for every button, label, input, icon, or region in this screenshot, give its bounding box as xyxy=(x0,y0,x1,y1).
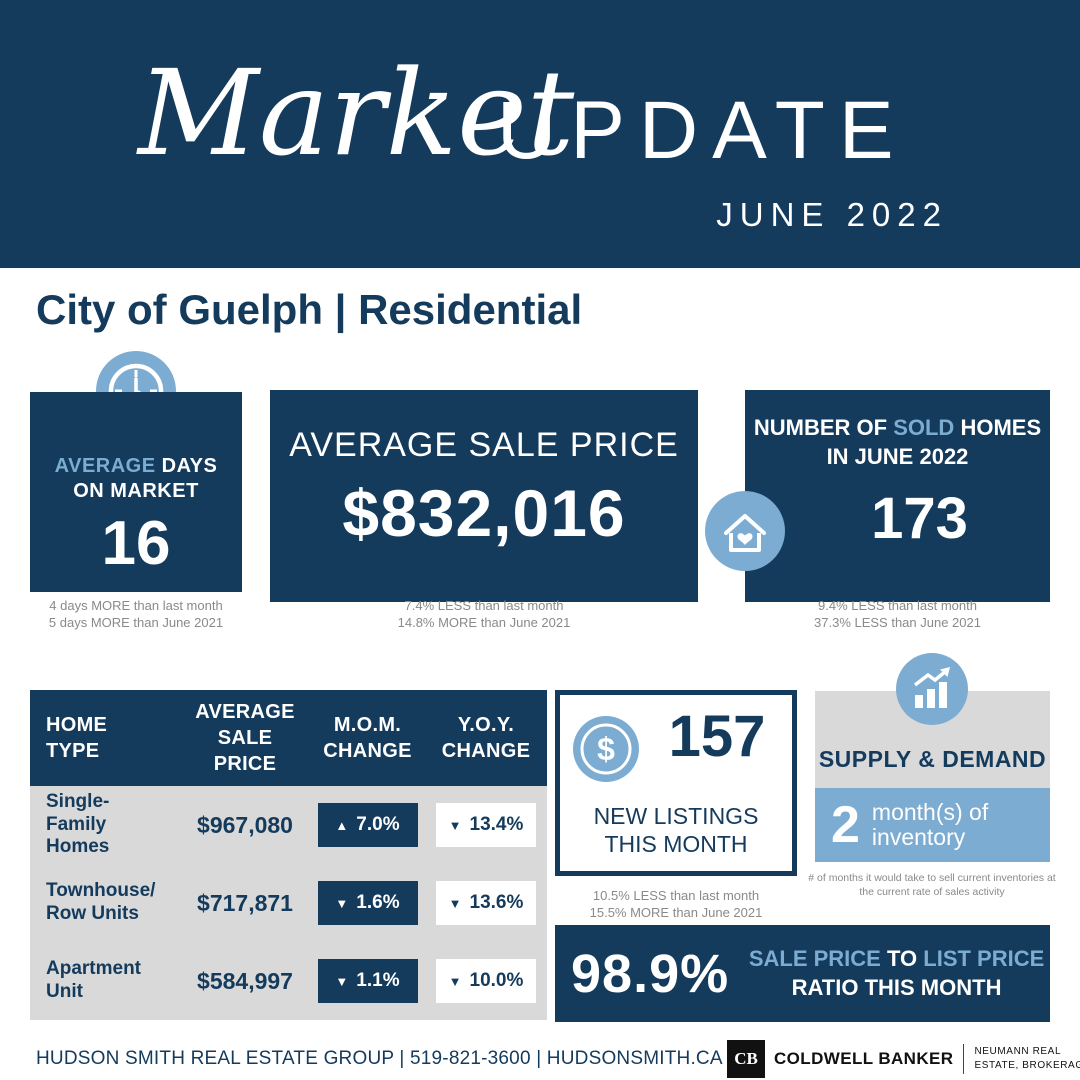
price-cell: $717,871 xyxy=(197,889,293,916)
stat-days-value: 16 xyxy=(101,509,171,578)
table-row: Apartment Unit $584,997 ▼ 1.1% ▼ 10.0% xyxy=(30,942,547,1020)
down-triangle-icon: ▼ xyxy=(335,973,349,989)
mom-cell: ▲ 7.0% xyxy=(310,803,425,847)
house-heart-icon xyxy=(704,490,786,572)
yoy-change-badge: ▼ 10.0% xyxy=(436,959,536,1003)
stat-sold-note: 9.4% LESS than last month 37.3% LESS tha… xyxy=(745,598,1050,632)
supply-demand-title: SUPPLY & DEMAND xyxy=(818,746,1047,772)
down-triangle-icon: ▼ xyxy=(335,895,349,911)
yoy-change-badge: ▼ 13.6% xyxy=(436,881,536,925)
price-cell: $967,080 xyxy=(197,811,293,838)
inventory-value: 2 xyxy=(831,796,860,854)
coldwell-banker-monogram-icon: CB xyxy=(727,1040,765,1078)
price-cell: $584,997 xyxy=(197,967,293,994)
ratio-label-line1: SALE PRICE TO LIST PRICE xyxy=(748,945,1045,971)
note-line: 5 days MORE than June 2021 xyxy=(48,614,224,630)
stat-days-note: 4 days MORE than last month 5 days MORE … xyxy=(1,598,271,632)
stat-price-note: 7.4% LESS than last month 14.8% MORE tha… xyxy=(270,598,698,632)
new-listings-value: 157 xyxy=(668,704,766,769)
new-listings-note: 10.5% LESS than last month 15.5% MORE th… xyxy=(555,888,797,922)
mom-cell: ▼ 1.1% xyxy=(310,959,425,1003)
note-line: 14.8% MORE than June 2021 xyxy=(397,614,571,630)
ratio-value: 98.9% xyxy=(571,943,730,1004)
new-listings-label: NEW LISTINGS THIS MONTH xyxy=(593,802,759,858)
mom-change-badge: ▲ 7.0% xyxy=(317,803,418,847)
header-cell-yoy-change: Y.O.Y. CHANGE xyxy=(441,714,531,762)
page-title: City of Guelph | Residential xyxy=(36,286,583,333)
mom-change-badge: ▼ 1.6% xyxy=(317,881,418,925)
sale-to-list-ratio-banner: 98.9% SALE PRICE TO LIST PRICE RATIO THI… xyxy=(555,925,1050,1022)
header-subtitle: JUNE 2022 xyxy=(716,196,948,233)
table-header: HOME TYPE AVERAGE SALE PRICE M.O.M. CHAN… xyxy=(30,690,547,786)
home-type-cell: Townhouse/ Row Units xyxy=(46,880,156,924)
home-type-cell: Single-Family Homes xyxy=(46,790,110,858)
yoy-change-badge: ▼ 13.4% xyxy=(436,803,536,847)
note-line: 10.5% LESS than last month xyxy=(592,888,760,903)
stat-days-label: AVERAGE DAYS ON MARKET xyxy=(54,455,218,502)
stat-sold-label: NUMBER OF SOLD HOMES IN JUNE 2022 xyxy=(753,415,1042,469)
bar-chart-icon xyxy=(895,652,969,726)
yoy-cell: ▼ 13.6% xyxy=(425,881,547,925)
stat-price-value: $832,016 xyxy=(342,476,626,550)
mom-cell: ▼ 1.6% xyxy=(310,881,425,925)
header-cell-average-sale-price: AVERAGE SALE PRICE xyxy=(195,701,295,775)
down-triangle-icon: ▼ xyxy=(448,973,462,989)
inventory-box: 2 month(s) of inventory xyxy=(815,788,1050,862)
up-triangle-icon: ▲ xyxy=(335,817,349,833)
stat-card-average-sale-price: AVERAGE SALE PRICE $832,016 xyxy=(270,390,698,602)
stat-card-days-on-market: AVERAGE DAYS ON MARKET 16 xyxy=(30,392,242,592)
table-body: Single-Family Homes $967,080 ▲ 7.0% ▼ 13… xyxy=(30,786,547,1020)
ratio-label-line2: RATIO THIS MONTH xyxy=(791,974,1002,1000)
down-triangle-icon: ▼ xyxy=(448,895,462,911)
header-cell-mom-change: M.O.M. CHANGE xyxy=(323,714,412,762)
header-banner: Market UPDATE JUNE 2022 xyxy=(0,0,1080,268)
mom-change-badge: ▼ 1.1% xyxy=(317,959,418,1003)
footer-contact: HUDSON SMITH REAL ESTATE GROUP | 519-821… xyxy=(36,1048,723,1069)
inventory-label: month(s) of inventory xyxy=(871,798,989,850)
dollar-coin-icon: $ xyxy=(572,715,640,783)
note-line: 7.4% LESS than last month xyxy=(404,598,564,613)
brand-divider xyxy=(963,1044,965,1074)
down-triangle-icon: ▼ xyxy=(448,817,462,833)
note-line: 4 days MORE than last month xyxy=(49,598,223,613)
note-line: 37.3% LESS than June 2021 xyxy=(814,614,981,630)
inventory-note: # of months it would take to sell curren… xyxy=(808,872,1056,898)
stat-sold-value: 173 xyxy=(871,486,968,552)
yoy-cell: ▼ 13.4% xyxy=(425,803,547,847)
brand-subtitle: NEUMANN REAL ESTATE, BROKERAGE xyxy=(974,1046,1080,1071)
brand-name: COLDWELL BANKER xyxy=(774,1049,954,1068)
stat-card-sold-homes: NUMBER OF SOLD HOMES IN JUNE 2022 173 xyxy=(705,390,1050,602)
note-line: 15.5% MORE than June 2021 xyxy=(589,904,763,920)
header-cell-home-type: HOME TYPE xyxy=(46,714,108,762)
home-type-cell: Apartment Unit xyxy=(46,958,142,1002)
svg-text:$: $ xyxy=(597,731,615,767)
brand-logo: CB COLDWELL BANKER NEUMANN REAL ESTATE, … xyxy=(727,1040,1080,1078)
yoy-cell: ▼ 10.0% xyxy=(425,959,547,1003)
table-row: Single-Family Homes $967,080 ▲ 7.0% ▼ 13… xyxy=(30,786,547,864)
stat-price-label: AVERAGE SALE PRICE xyxy=(289,426,679,464)
note-line: 9.4% LESS than last month xyxy=(818,598,977,613)
new-listings-card: $ 157 NEW LISTINGS THIS MONTH xyxy=(555,690,797,876)
table-row: Townhouse/ Row Units $717,871 ▼ 1.6% ▼ 1… xyxy=(30,864,547,942)
home-type-table: HOME TYPE AVERAGE SALE PRICE M.O.M. CHAN… xyxy=(30,690,547,1020)
ratio-label: SALE PRICE TO LIST PRICE RATIO THIS MONT… xyxy=(743,945,1050,1002)
title-caps: UPDATE xyxy=(497,85,908,176)
title-script: Market xyxy=(138,44,575,182)
